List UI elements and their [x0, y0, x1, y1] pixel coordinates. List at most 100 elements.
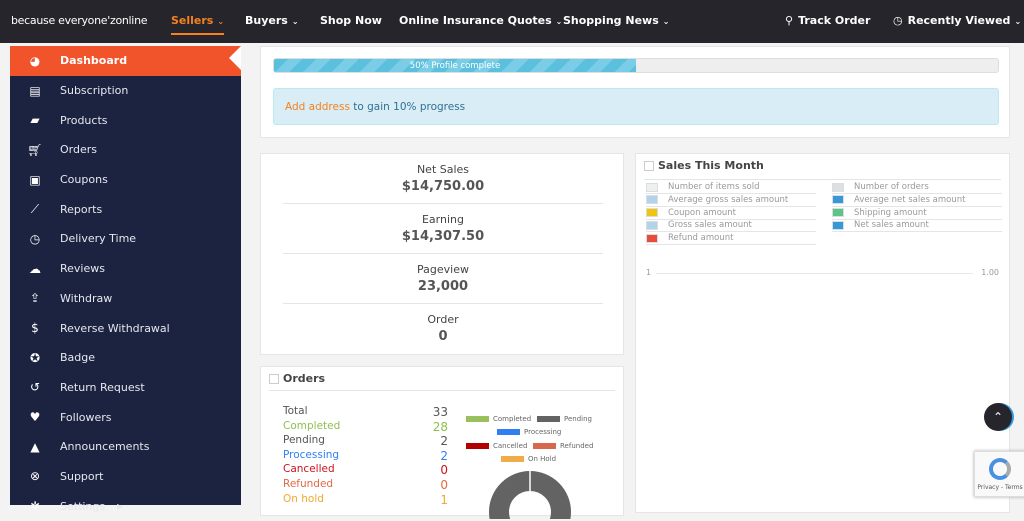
axis-right-label: 1.00 — [981, 268, 999, 277]
legend-swatch — [832, 182, 844, 192]
calendar-icon — [644, 161, 654, 171]
recently-viewed-menu[interactable]: ◷ Recently Viewed ⌄ — [893, 14, 1021, 27]
sidebar-item-announcements[interactable]: ▲ Announcements — [10, 432, 241, 462]
sidebar-item-reverse-withdrawal[interactable]: $ Reverse Withdrawal — [10, 313, 241, 343]
chart-legend-item[interactable]: Pending — [537, 415, 592, 423]
sales-this-month-card: Sales This Month 1 1.00 Number of items … — [635, 153, 1010, 513]
chart-axis — [656, 273, 973, 274]
legend-item[interactable]: Average gross sales amount — [646, 194, 816, 207]
sidebar-item-reports[interactable]: ⟋ Reports — [10, 194, 241, 224]
legend-label: Cancelled — [493, 442, 528, 450]
nav-shop-now[interactable]: Shop Now — [320, 14, 382, 27]
profile-alert: Add address to gain 10% progress — [273, 88, 999, 125]
legend-label: Average gross sales amount — [668, 194, 789, 205]
stat-label: Order — [427, 313, 459, 326]
scroll-to-top-button[interactable]: ⌃ — [984, 403, 1012, 431]
nav-shopping-news[interactable]: Shopping News ⌄ — [563, 14, 669, 27]
stats-card: Net Sales $14,750.00 Earning $14,307.50 Page… — [260, 153, 624, 355]
sidebar-item-label: Support — [60, 469, 104, 483]
sidebar-item-reviews[interactable]: ☁ Reviews — [10, 254, 241, 284]
chart-legend-item[interactable]: Cancelled — [466, 442, 527, 450]
legend-item[interactable]: Number of orders — [832, 181, 1002, 194]
legend-swatch — [537, 416, 560, 422]
chevron-down-icon: ⌄ — [291, 17, 299, 26]
sidebar-item-products[interactable]: ▰ Products — [10, 105, 241, 135]
legend-label: Average net sales amount — [854, 194, 966, 205]
legend-label: Shipping amount — [854, 207, 927, 218]
sidebar-item-label: Subscription — [60, 84, 129, 98]
recaptcha-badge[interactable]: Privacy - Terms — [974, 451, 1024, 497]
nav-insurance-quotes[interactable]: Online Insurance Quotes ⌄ — [399, 14, 562, 27]
legend-item[interactable]: Number of items sold — [646, 181, 816, 194]
track-order-label: Track Order — [798, 14, 871, 27]
order-status-label: Processing — [283, 448, 340, 461]
brand-logo[interactable]: because everyone'zonline — [11, 14, 148, 27]
sidebar-item-subscription[interactable]: ▤ Subscription — [10, 76, 241, 106]
order-status-row: On hold 1 — [283, 493, 448, 508]
sidebar-item-support[interactable]: ⊗ Support — [10, 462, 241, 492]
badge-icon: ✪ — [29, 350, 41, 365]
legend-swatch — [533, 443, 556, 449]
legend-swatch — [646, 233, 658, 243]
legend-swatch — [497, 429, 520, 435]
sidebar-item-coupons[interactable]: ▣ Coupons — [10, 165, 241, 195]
track-order-link[interactable]: ⚲ Track Order — [785, 14, 870, 27]
sidebar-item-dashboard[interactable]: ◕ Dashboard — [10, 46, 241, 76]
stat-label: Pageview — [417, 263, 469, 276]
chart-legend-item[interactable]: Refunded — [533, 442, 593, 450]
profile-progress-bar: 50% Profile complete — [273, 58, 999, 73]
legend-item[interactable]: Refund amount — [646, 232, 816, 246]
nav-buyers[interactable]: Buyers ⌄ — [245, 14, 299, 27]
sales-title: Sales This Month — [658, 159, 764, 172]
chart-legend-item[interactable]: Processing — [497, 428, 561, 436]
nav-sellers[interactable]: Sellers ⌄ — [171, 14, 225, 35]
chart-line-icon: ⟋ — [30, 201, 40, 216]
sidebar-item-badge[interactable]: ✪ Badge — [10, 343, 241, 373]
stat-value: 0 — [438, 329, 448, 344]
legend-item[interactable]: Net sales amount — [832, 219, 1002, 233]
legend-item[interactable]: Coupon amount — [646, 207, 816, 220]
chevron-down-icon: ⌄ — [1014, 17, 1022, 26]
order-status-row: Refunded 0 — [283, 478, 448, 493]
history-icon: ◷ — [893, 14, 903, 27]
order-status-count: 2 — [440, 448, 448, 463]
chart-legend-item[interactable]: Completed — [466, 415, 531, 423]
legend-item[interactable]: Shipping amount — [832, 207, 1002, 220]
stat-earning: Earning $14,307.50 — [283, 204, 603, 254]
order-status-label: Completed — [283, 419, 341, 432]
axis-left-label: 1 — [646, 268, 652, 277]
sidebar-item-label: Badge — [60, 351, 96, 365]
sidebar-item-settings[interactable]: ✲ Settings ▶ — [10, 491, 241, 521]
progress-fill: 50% Profile complete — [274, 59, 636, 72]
recaptcha-icon — [989, 458, 1011, 480]
sidebar-item-delivery-time[interactable]: ◷ Delivery Time — [10, 224, 241, 254]
bell-icon: ▲ — [30, 439, 40, 454]
gift-icon: ▣ — [29, 172, 41, 187]
legend-label: Refund amount — [668, 233, 734, 244]
legend-label: On Hold — [528, 455, 557, 463]
sidebar-item-withdraw[interactable]: ⇪ Withdraw — [10, 284, 241, 314]
stat-label: Net Sales — [416, 163, 470, 176]
sidebar-item-label: Coupons — [60, 173, 108, 187]
alert-text: to gain 10% progress — [349, 101, 466, 113]
add-address-link[interactable]: Add address — [285, 101, 350, 113]
legend-swatch — [501, 456, 524, 462]
order-status-row: Completed 28 — [283, 420, 448, 435]
lifebuoy-icon: ⊗ — [29, 469, 41, 484]
chart-legend-item[interactable]: On Hold — [501, 455, 556, 463]
legend-item[interactable]: Gross sales amount — [646, 219, 816, 233]
sidebar-item-label: Announcements — [60, 440, 150, 454]
legend-label: Coupon amount — [668, 207, 737, 218]
location-pin-icon: ⚲ — [785, 14, 794, 27]
sidebar-item-label: Reviews — [60, 262, 105, 276]
legend-label: Processing — [524, 428, 562, 436]
sidebar: ◕ Dashboard ▤ Subscription ▰ Products 🛒︎ Orders… — [10, 46, 241, 513]
sidebar-item-followers[interactable]: ♥ Followers — [10, 402, 241, 432]
profile-card: 50% Profile complete Add address to gain… — [260, 46, 1010, 138]
sidebar-item-orders[interactable]: 🛒︎ Orders — [10, 135, 241, 165]
legend-swatch — [646, 220, 658, 230]
legend-item[interactable]: Average net sales amount — [832, 194, 1002, 207]
chevron-down-icon: ⌄ — [217, 17, 225, 26]
sidebar-item-return-request[interactable]: ↺ Return Request — [10, 373, 241, 403]
order-status-label: Pending — [283, 434, 325, 447]
